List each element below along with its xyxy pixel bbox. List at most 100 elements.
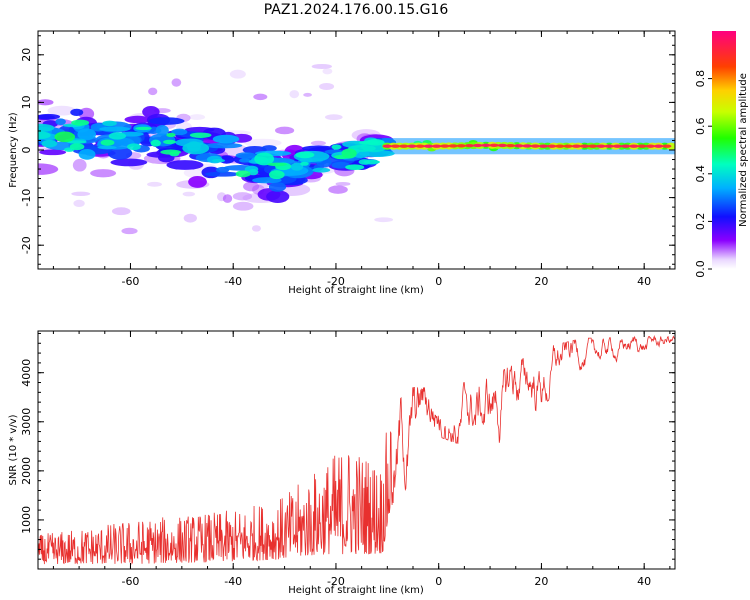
spectrogram-blob (407, 144, 417, 148)
spectrogram-xtick-label: 0 (435, 275, 442, 288)
spectrogram-blob (212, 134, 240, 144)
colorbar-tick-label: 0.2 (694, 213, 707, 231)
spectrogram-blob (39, 149, 67, 156)
spectrogram-blob (268, 170, 285, 180)
spectrogram-blob (325, 114, 343, 121)
spectrogram-blob (70, 108, 84, 117)
spectrogram-blob (254, 152, 275, 166)
spectrogram-blob (571, 144, 581, 148)
spectrogram-blob (621, 144, 631, 148)
colorbar: 0.0 0.2 0.4 0.6 0.8 Normalized spectral ampl… (694, 31, 749, 278)
spectrogram-blob (163, 139, 176, 145)
spectrogram-ytick-label: -20 (20, 236, 33, 254)
spectrogram-blob (243, 138, 282, 148)
spectrogram-blob (182, 191, 196, 197)
spectrogram-blob (189, 132, 212, 138)
spectrogram-blob (148, 117, 185, 125)
colorbar-gradient (712, 31, 736, 269)
spectrogram-blob (71, 119, 90, 126)
spectrogram-blob (604, 144, 614, 148)
spectrogram-blob (374, 217, 394, 223)
spectrogram-blob (235, 170, 251, 178)
snr-xtick-label: -60 (121, 575, 139, 588)
spectrogram-blob (662, 144, 672, 148)
spectrogram-ytick-label: -10 (20, 189, 33, 207)
spectrogram-blob (235, 152, 257, 159)
spectrogram-blob (183, 213, 197, 223)
spectrogram-blob (290, 162, 304, 171)
spectrogram-blob (229, 69, 246, 79)
spectrogram-blob (345, 164, 365, 171)
spectrogram-blob (124, 115, 151, 124)
figure-title: PAZ1.2024.176.00.15.G16 (264, 2, 449, 18)
spectrogram-blob (108, 132, 127, 140)
spectrogram-blob (348, 144, 376, 152)
spectrogram-blobs (38, 63, 675, 235)
spectrogram-blob (38, 163, 59, 175)
spectrogram-xtick-label: 20 (534, 275, 548, 288)
spectrogram-blob (189, 114, 206, 121)
spectrogram-blob (514, 144, 524, 148)
snr-ytick-label: 4000 (20, 359, 33, 387)
spectrogram-blob (653, 144, 664, 148)
snr-ytick-label: 2000 (20, 457, 33, 485)
spectrogram-xtick-label: -60 (121, 275, 139, 288)
spectrogram-blob (78, 148, 96, 160)
spectrogram-blob (456, 144, 466, 148)
spectrogram-blob (522, 144, 532, 148)
spectrogram-blob (267, 162, 287, 167)
snr-panel: -60 -40 -20 0 20 40 1000 2000 3000 4000 Height of… (8, 330, 676, 596)
spectrogram-blob (166, 132, 176, 138)
spectrogram-blob (358, 150, 395, 157)
snr-xtick-label: 40 (637, 575, 651, 588)
spectrogram-blob (629, 144, 639, 148)
spectrogram-blob (303, 92, 312, 97)
spectrogram-blob (253, 93, 268, 101)
spectrogram-blob (77, 128, 97, 141)
spectrogram-blob (335, 181, 351, 186)
spectrogram-xlabel: Height of straight line (km) (288, 285, 424, 296)
spectrogram-blob (464, 143, 475, 148)
spectrogram-blob (341, 148, 357, 159)
spectrogram-blob (312, 167, 331, 173)
spectrogram-blob (135, 126, 152, 131)
spectrogram-blob (268, 182, 287, 192)
spectrogram-blob (102, 120, 117, 127)
spectrogram-blob (645, 144, 655, 148)
spectrogram-blob (266, 190, 290, 203)
spectrogram-blob (110, 158, 148, 167)
spectrogram-blob (73, 199, 85, 208)
spectrogram-blob (382, 144, 392, 148)
spectrogram-blob (448, 144, 458, 148)
spectrogram-blob (497, 143, 508, 148)
spectrogram-blob (107, 146, 133, 160)
spectrogram-blob (432, 144, 442, 148)
spectrogram-ytick-label: 0 (20, 147, 33, 154)
spectrogram-blob (481, 143, 491, 147)
spectrogram-blob (547, 144, 557, 148)
spectrogram-blob (150, 139, 161, 147)
colorbar-tick-label: 0.0 (694, 260, 707, 278)
spectrogram-blob (100, 139, 115, 146)
spectrogram-blob (399, 144, 409, 148)
snr-xlabel: Height of straight line (km) (288, 585, 424, 596)
spectrogram-blob (147, 181, 162, 187)
spectrogram-blob (423, 144, 434, 148)
colorbar-tick-label: 0.6 (694, 117, 707, 135)
spectrogram-blob (232, 192, 253, 201)
spectrogram-blob (38, 99, 54, 106)
spectrogram-blob (489, 143, 499, 147)
spectrogram-blob (328, 185, 348, 194)
spectrogram-blob (126, 143, 141, 151)
spectrogram-blob (261, 145, 277, 152)
spectrogram-blob (440, 144, 450, 148)
spectrogram-blob (41, 139, 58, 148)
spectrogram-blob (72, 158, 87, 172)
spectrogram-blob (301, 145, 336, 152)
spectrogram-blob (530, 144, 540, 148)
spectrogram-blob (157, 153, 175, 163)
snr-ytick-label: 1000 (20, 506, 33, 534)
spectrogram-blob (55, 118, 66, 126)
colorbar-tick-label: 0.4 (694, 165, 707, 183)
snr-xtick-label: 0 (435, 575, 442, 588)
